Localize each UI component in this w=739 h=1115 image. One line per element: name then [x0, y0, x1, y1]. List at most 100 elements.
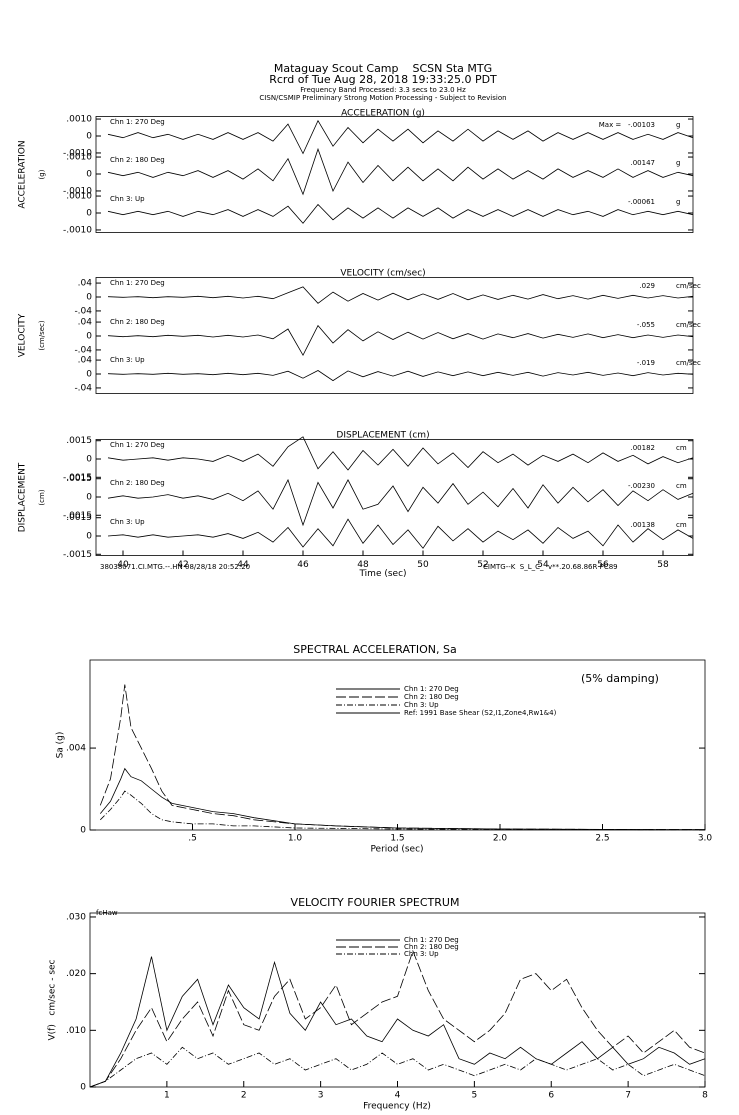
station-title: Mataguay Scout Camp SCSN Sta MTG [274, 62, 492, 75]
peak-unit: cm/sec [676, 282, 701, 290]
peak-unit: cm [676, 521, 687, 529]
peak-unit: g [676, 159, 680, 167]
processing-note: CISN/CSMIP Preliminary Strong Motion Pro… [259, 94, 506, 102]
y-tick-label: -.0010 [63, 148, 92, 158]
channel-label: Chn 2: 180 Deg [110, 156, 165, 164]
footer-right: CIMTG--K S_L_C_ v**.20.68.86R PC89 [483, 563, 618, 571]
y-tick-label: .020 [66, 969, 86, 979]
peak-unit: g [676, 121, 680, 129]
y-tick-label: 0 [80, 826, 86, 836]
chart-title: VELOCITY FOURIER SPECTRUM [291, 896, 460, 909]
y-tick-label: 0 [86, 493, 92, 503]
data-line [107, 370, 694, 382]
x-tick-label: 42 [177, 560, 188, 570]
channel-label: Chn 1: 270 Deg [110, 118, 165, 126]
x-tick-label: .5 [188, 834, 197, 844]
data-line [107, 324, 694, 357]
y-tick-label: 0 [86, 455, 92, 465]
legend-label: Chn 2: 180 Deg [404, 693, 459, 701]
y-tick-label: 0 [86, 370, 92, 380]
x-tick-label: 44 [237, 560, 249, 570]
x-tick-label: 54 [537, 560, 549, 570]
y-tick-label: .010 [66, 1026, 86, 1036]
channel-label: Chn 3: Up [110, 195, 145, 203]
y-axis-label: Sa (g) [56, 732, 66, 759]
x-tick-label: 50 [417, 560, 429, 570]
peak-label: .00138 [631, 521, 656, 529]
legend-label: Chn 1: 270 Deg [404, 936, 459, 944]
band-note: Frequency Band Processed: 3.3 secs to 23… [300, 86, 466, 94]
x-tick-label: 2 [241, 1091, 247, 1101]
legend-label: Chn 1: 270 Deg [404, 685, 459, 693]
record-title: Rcrd of Tue Aug 28, 2018 19:33:25.0 PDT [269, 73, 497, 86]
data-line [89, 1046, 706, 1088]
x-tick-label: 52 [477, 560, 488, 570]
legend-label: Chn 3: Up [404, 701, 439, 709]
x-tick-label: 40 [117, 560, 129, 570]
channel-label: Chn 1: 270 Deg [110, 279, 165, 287]
channel-label: Chn 2: 180 Deg [110, 318, 165, 326]
x-tick-label: 3.0 [698, 834, 713, 844]
data-line [107, 286, 694, 304]
y-tick-label: -.04 [74, 383, 92, 393]
x-tick-label: 4 [395, 1091, 401, 1101]
peak-label: .00147 [631, 159, 656, 167]
peak-label: -.055 [637, 321, 655, 329]
x-axis-label: Frequency (Hz) [363, 1102, 431, 1112]
y-tick-label: -.0015 [63, 550, 92, 560]
y-axis-label: ACCELERATION [18, 140, 28, 208]
x-tick-label: 56 [597, 560, 609, 570]
x-tick-label: 7 [625, 1091, 631, 1101]
peak-label: .029 [639, 282, 655, 290]
y-axis-unit: (g) [38, 169, 46, 179]
data-line [99, 684, 706, 830]
y-tick-label: .030 [66, 912, 86, 922]
chart-title: SPECTRAL ACCELERATION, Sa [293, 643, 456, 656]
y-tick-label: .004 [66, 744, 86, 754]
data-line [89, 956, 706, 1088]
x-tick-label: 8 [702, 1091, 708, 1101]
channel-label: Chn 3: Up [110, 356, 145, 364]
peak-label: Max = -.00103 [599, 121, 655, 129]
y-tick-label: .04 [78, 318, 93, 328]
x-tick-label: 48 [357, 560, 369, 570]
data-line [100, 790, 706, 831]
y-axis-label: VELOCITY [18, 313, 28, 357]
chart-title: DISPLACEMENT (cm) [336, 431, 429, 441]
x-tick-label: 1.0 [288, 834, 303, 844]
peak-label: -.00230 [628, 482, 655, 490]
legend-label: Chn 3: Up [404, 950, 439, 958]
peak-label: .00182 [631, 444, 656, 452]
y-tick-label: -.0010 [63, 186, 92, 196]
y-tick-label: .0015 [66, 474, 92, 484]
y-tick-label: 0 [86, 532, 92, 542]
channel-label: Chn 3: Up [110, 518, 145, 526]
x-tick-label: 1 [164, 1091, 170, 1101]
y-tick-label: 0 [80, 1083, 86, 1093]
y-axis-label: DISPLACEMENT [18, 462, 28, 532]
x-tick-label: 58 [657, 560, 669, 570]
y-tick-label: 0 [86, 132, 92, 142]
peak-label: -.00061 [628, 198, 655, 206]
y-tick-label: -.0015 [63, 473, 92, 483]
peak-unit: cm [676, 482, 687, 490]
peak-unit: g [676, 198, 680, 206]
y-axis-unit: (cm) [38, 489, 46, 505]
y-tick-label: .04 [78, 356, 93, 366]
data-line [107, 518, 694, 549]
chart-title: VELOCITY (cm/sec) [340, 269, 425, 279]
legend-label: Ref: 1991 Base Shear (S2,I1,Zone4,Rw1&4) [404, 709, 557, 717]
y-tick-label: 0 [86, 332, 92, 342]
peak-label: -.019 [637, 359, 655, 367]
y-tick-label: -.04 [74, 306, 92, 316]
legend-label: Chn 2: 180 Deg [404, 943, 459, 951]
y-tick-label: .04 [78, 279, 93, 289]
data-line [107, 147, 694, 196]
y-tick-label: .0010 [66, 115, 92, 125]
x-tick-label: 2.5 [595, 834, 609, 844]
y-tick-label: -.04 [74, 345, 92, 355]
annotation: (5% damping) [581, 672, 659, 685]
x-tick-label: 6 [548, 1091, 554, 1101]
y-tick-label: 0 [86, 209, 92, 219]
channel-label: Chn 1: 270 Deg [110, 441, 165, 449]
